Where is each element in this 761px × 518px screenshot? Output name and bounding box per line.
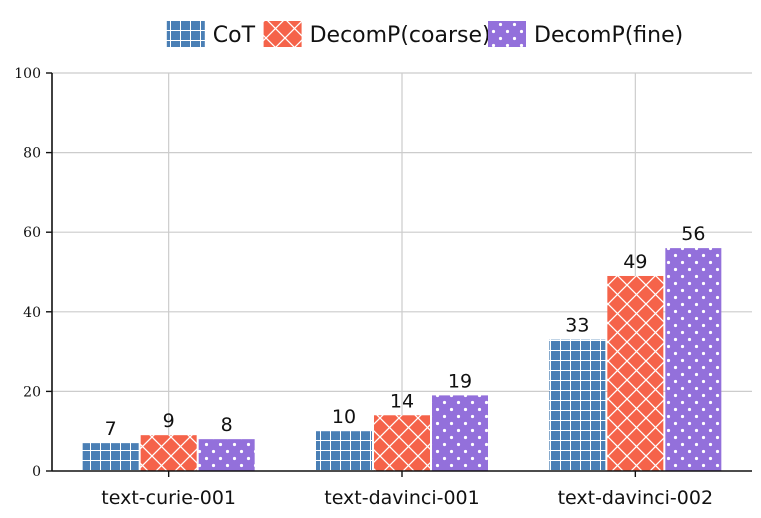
x-tick-label: text-davinci-002 [558, 487, 713, 509]
y-tick-label: 0 [32, 464, 41, 480]
legend-swatch [488, 21, 526, 47]
bar-decomp-coarse--text-curie-001 [140, 435, 197, 471]
y-tick-label: 20 [23, 384, 41, 400]
bar-value-label: 7 [105, 418, 117, 440]
bar-value-label: 8 [221, 414, 233, 436]
bar-decomp-coarse--text-davinci-002 [607, 275, 664, 471]
bar-cot-text-curie-001 [82, 443, 139, 471]
bar-value-label: 9 [163, 410, 175, 432]
bar-value-label: 33 [565, 315, 589, 337]
bar-value-label: 49 [623, 251, 647, 273]
bar-value-label: 14 [390, 390, 414, 412]
legend-swatch [166, 21, 205, 47]
bar-decomp-fine--text-davinci-001 [432, 395, 488, 471]
x-tick-label: text-curie-001 [101, 487, 236, 509]
y-tick-label: 40 [23, 305, 41, 321]
y-tick-label: 60 [23, 225, 41, 241]
legend-swatch [263, 21, 302, 47]
bar-value-label: 19 [448, 370, 472, 392]
x-tick-label: text-davinci-001 [324, 487, 479, 509]
legend-label: DecomP(coarse) [310, 23, 491, 48]
bar-cot-text-davinci-001 [316, 431, 372, 471]
y-tick-label: 80 [23, 146, 41, 162]
y-tick-label: 100 [14, 66, 41, 82]
bars-layer [82, 248, 722, 471]
bar-decomp-fine--text-davinci-002 [665, 248, 722, 471]
labels-layer: 7 10 33 9 14 49 8 19 56 [105, 223, 706, 440]
bar-value-label: 56 [681, 223, 705, 245]
legend-label: DecomP(fine) [534, 23, 683, 48]
bar-value-label: 10 [332, 406, 356, 428]
bar-cot-text-davinci-002 [549, 339, 606, 471]
bar-decomp-fine--text-curie-001 [198, 439, 255, 471]
axes-layer: 0 20 40 60 80 100 text-curie-001 text-davinci-0… [14, 66, 752, 509]
bar-decomp-coarse--text-davinci-001 [374, 415, 430, 471]
legend-label: CoT [213, 23, 256, 48]
legend: CoT DecomP(coarse) DecomP(fine) [166, 21, 683, 48]
grid-layer [52, 72, 752, 471]
